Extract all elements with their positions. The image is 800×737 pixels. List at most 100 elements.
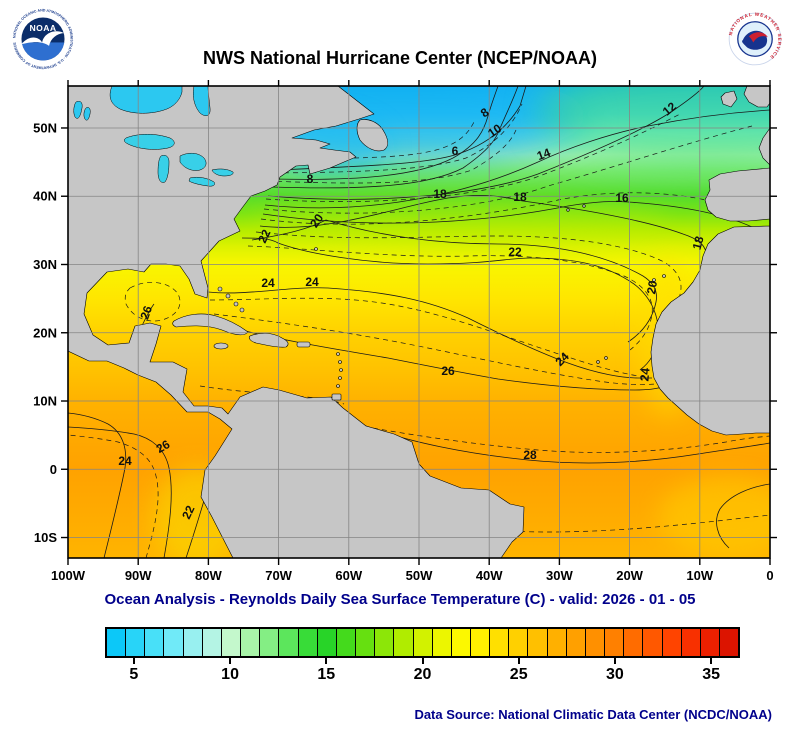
contour-label: 22 <box>179 503 197 521</box>
colorbar-segment <box>356 629 376 656</box>
inland-waters <box>73 86 234 187</box>
noaa-logo: NOAA NATIONAL OCEANIC AND ATMOSPHERIC AD… <box>12 8 73 69</box>
puerto-rico-island <box>296 341 311 348</box>
lon-axis-label: 20W <box>616 568 643 580</box>
colorbar-segment <box>681 629 701 656</box>
lon-axis-label: 90W <box>125 568 152 580</box>
colorbar-segment <box>336 629 357 656</box>
colorbar <box>105 627 740 658</box>
contour-lines <box>68 86 770 558</box>
bermuda-island <box>314 247 318 251</box>
lake-michigan <box>157 155 170 183</box>
plot-area <box>68 86 770 558</box>
contour-label: 6 <box>452 144 459 158</box>
colorbar-segment <box>432 629 452 656</box>
lake-winnipeg <box>73 101 83 119</box>
colorbar-segment <box>547 629 567 656</box>
colorbar-segment <box>126 629 146 656</box>
colorbar-segment <box>720 629 739 656</box>
contour-label: 24 <box>637 367 652 382</box>
noaa-gull-icon <box>21 31 64 46</box>
colorbar-segment <box>317 629 337 656</box>
nws-storm-swoosh-icon <box>748 32 768 43</box>
colorbar-segment <box>221 629 242 656</box>
map-caption: Ocean Analysis - Reynolds Daily Sea Surf… <box>104 591 696 608</box>
grid-lines <box>68 86 770 558</box>
france-coast <box>758 127 770 166</box>
colorbar-segment <box>145 629 165 656</box>
colorbar-segment <box>202 629 222 656</box>
colorbar-segment <box>451 629 471 656</box>
lesser-antilles-islands <box>331 352 343 401</box>
contour-label: 26 <box>137 304 155 322</box>
lat-axis-label: 50N <box>33 120 57 135</box>
contour-label: 16 <box>615 191 629 205</box>
colorbar-segment <box>662 629 682 656</box>
jamaica-island <box>213 342 229 350</box>
lat-axis-label: 20N <box>33 325 57 340</box>
lake-manitoba <box>83 107 91 121</box>
colorbar-tick-label: 20 <box>413 666 432 683</box>
cuba-island <box>172 313 249 336</box>
colorbar-segment <box>241 629 261 656</box>
colorbar-segment <box>279 629 299 656</box>
iberia-landmass <box>704 167 770 222</box>
colorbar-segment <box>183 629 203 656</box>
contour-label: 18 <box>433 187 447 201</box>
contour-label: 22 <box>255 227 273 245</box>
colorbar-segment <box>528 629 548 656</box>
lat-axis-labels: 50N 40N 30N 20N 10N 0 10S <box>33 120 57 545</box>
colorbar-segment <box>566 629 586 656</box>
colorbar-segment <box>298 629 318 656</box>
colorbar-segment <box>605 629 625 656</box>
lat-axis-label: 0 <box>50 462 57 477</box>
colorbar-segment <box>164 629 184 656</box>
contour-label: 28 <box>523 448 537 462</box>
colorbar-segment <box>413 629 433 656</box>
sst-map: 50N 40N 30N 20N 10N 0 10S 100W 90W 80W 70W 60W 50W 4… <box>33 80 777 580</box>
contour-label: 22 <box>508 245 522 259</box>
contour-label: 24 <box>261 276 275 290</box>
colorbar-tick-label: 15 <box>317 666 336 683</box>
colorbar-segment <box>643 629 663 656</box>
colorbar-segment <box>700 629 720 656</box>
colorbar-tick <box>132 658 135 664</box>
lon-axis-label: 80W <box>195 568 222 580</box>
lon-axis-labels: 100W 90W 80W 70W 60W 50W 40W 30W 20W 10W 0 <box>51 568 774 580</box>
contour-label: 20 <box>644 279 660 295</box>
colorbar-tick-label: 35 <box>702 666 721 683</box>
contour-label: 18 <box>513 190 527 204</box>
contour-label: 24 <box>118 454 132 468</box>
lon-axis-label: 0 <box>766 568 773 580</box>
colorbar-tick <box>710 658 713 664</box>
colorbar-tick-label: 5 <box>129 666 139 683</box>
colorbar-segment <box>394 629 414 656</box>
landmasses <box>68 86 770 558</box>
colorbar-segment <box>470 629 491 656</box>
colorbar-segment <box>624 629 644 656</box>
britain-island <box>743 86 770 108</box>
colorbar-tick-label: 10 <box>221 666 239 683</box>
lake-ontario <box>211 168 234 177</box>
lon-axis-label: 70W <box>265 568 292 580</box>
colorbar-segment <box>509 629 529 656</box>
colorbar-segment <box>585 629 606 656</box>
newfoundland-island <box>356 119 388 152</box>
lon-axis-label: 40W <box>476 568 503 580</box>
colorbar-tick-label: 25 <box>509 666 528 683</box>
africa-landmass <box>650 225 770 436</box>
lake-huron <box>179 153 207 171</box>
colorbar-tick <box>421 658 424 664</box>
lat-axis-label: 30N <box>33 257 57 272</box>
lat-axis-label: 10S <box>34 530 57 545</box>
axis-ticks <box>61 80 777 565</box>
contour-label: 24 <box>305 275 319 289</box>
americas-landmass <box>68 86 525 558</box>
colorbar-tick <box>517 658 520 664</box>
noaa-emblem-art <box>21 31 65 61</box>
noaa-wordmark: NOAA <box>29 23 56 33</box>
lon-axis-label: 10W <box>686 568 713 580</box>
azores-canary-capeverde-islands <box>566 204 666 364</box>
colorbar-tick <box>325 658 328 664</box>
